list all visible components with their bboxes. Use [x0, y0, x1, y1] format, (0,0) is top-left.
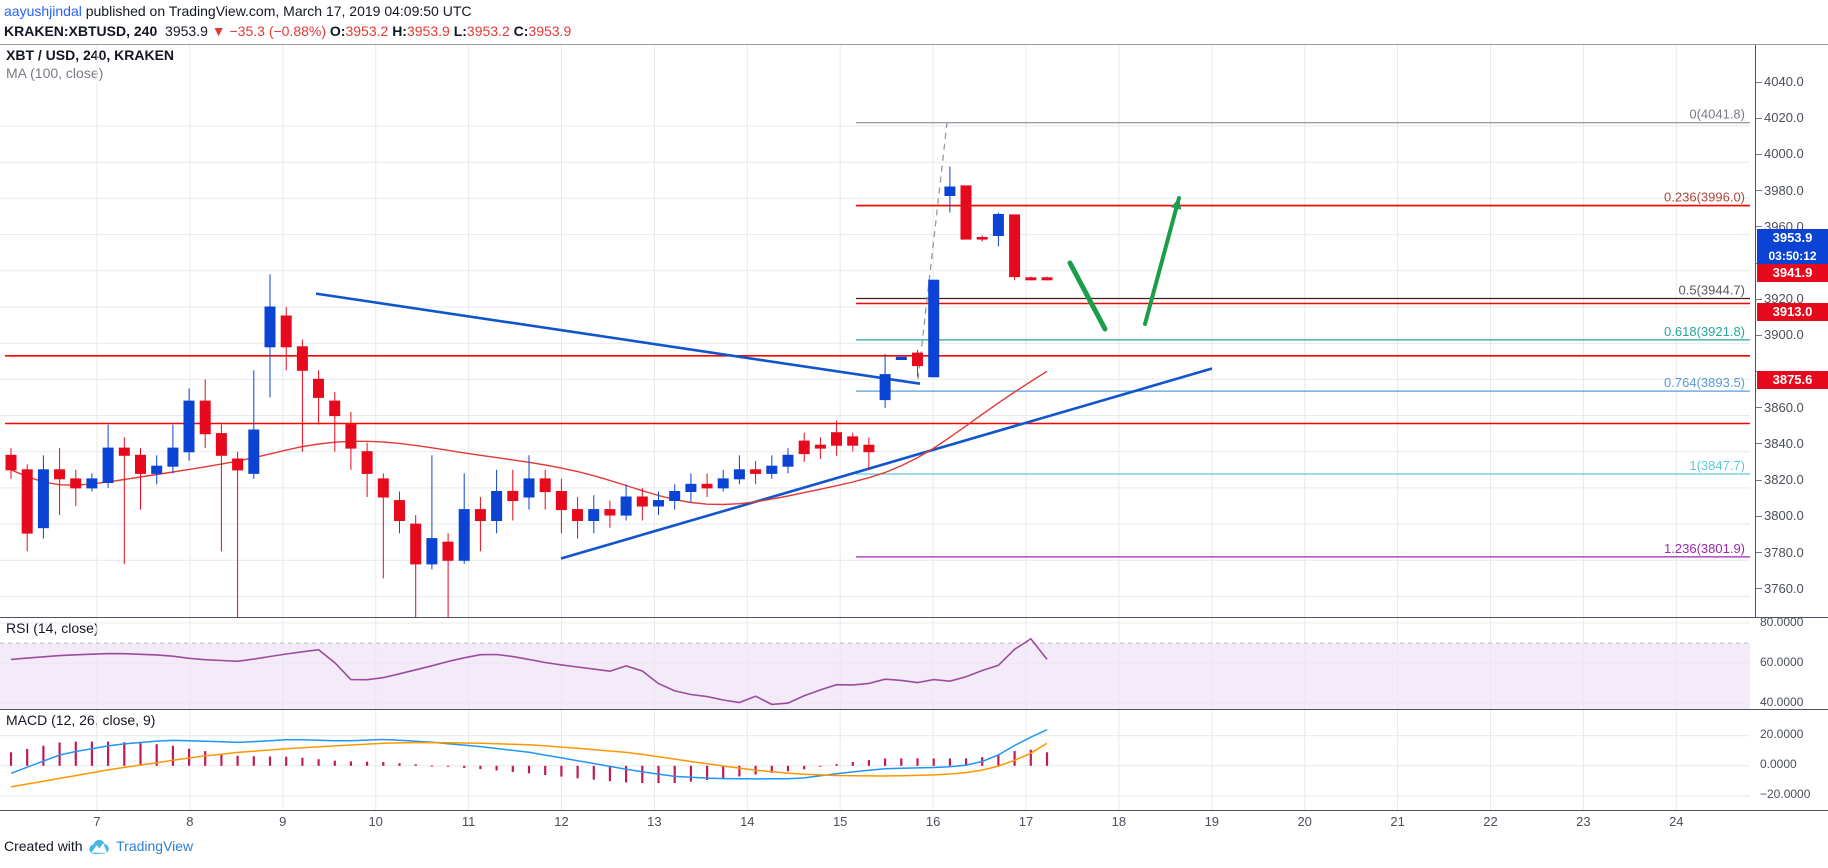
- svg-text:0.236(3996.0): 0.236(3996.0): [1664, 190, 1745, 205]
- svg-text:0(4041.8): 0(4041.8): [1689, 107, 1745, 122]
- svg-text:1(3847.7): 1(3847.7): [1689, 458, 1745, 473]
- svg-text:0.5(3944.7): 0.5(3944.7): [1679, 283, 1746, 298]
- svg-text:0.618(3921.8): 0.618(3921.8): [1664, 324, 1745, 339]
- svg-text:0.764(3893.5): 0.764(3893.5): [1664, 375, 1745, 390]
- svg-text:1.236(3801.9): 1.236(3801.9): [1664, 541, 1745, 556]
